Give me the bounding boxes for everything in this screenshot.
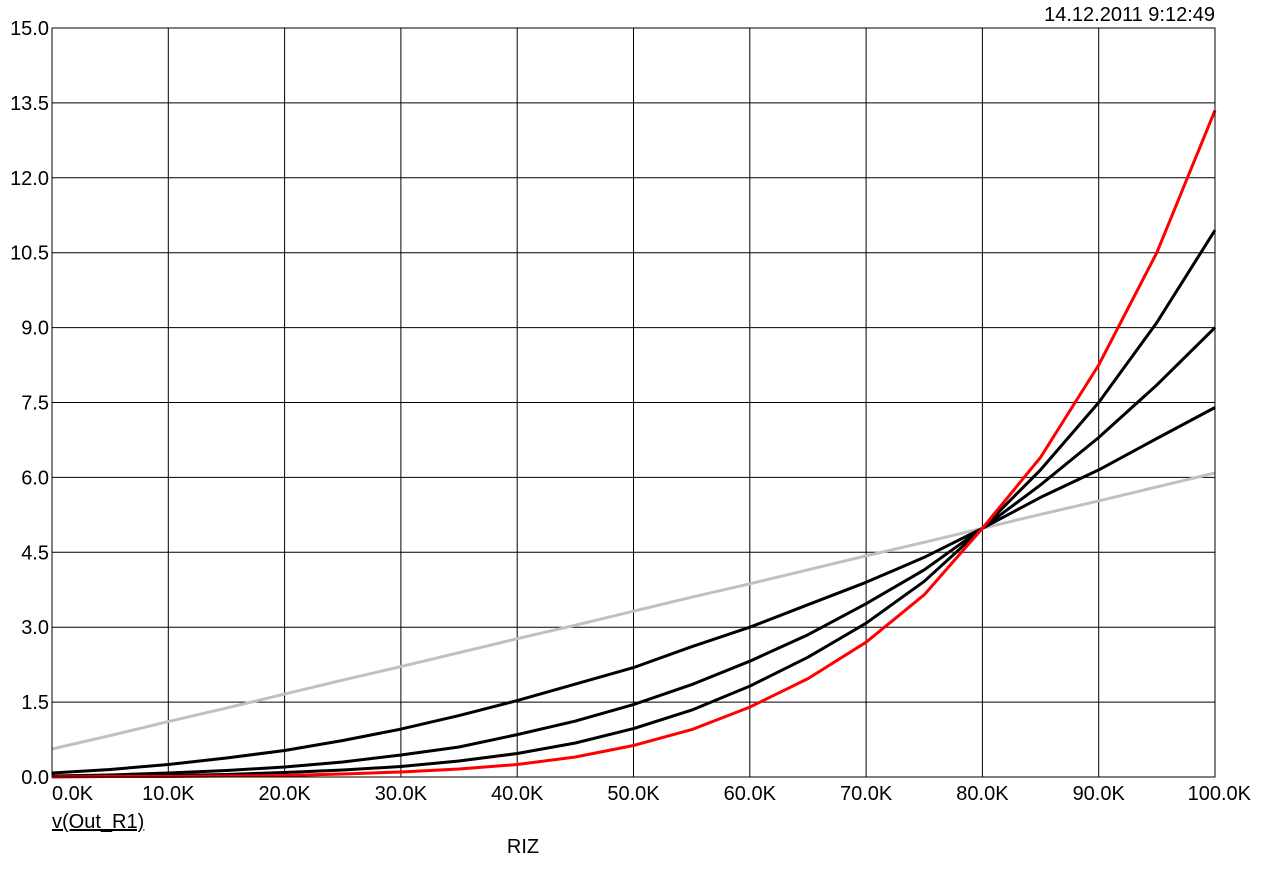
x-axis-label: RIZ [507, 836, 539, 858]
series-line-5 [51, 109, 1217, 779]
x-tick-label: 30.0K [375, 783, 428, 805]
x-tick-label: 100.0K [1188, 783, 1252, 805]
y-tick-label: 12.0 [10, 168, 49, 190]
y-tick-label: 4.5 [21, 542, 49, 564]
y-tick-label: 1.5 [21, 692, 49, 714]
y-tick-label: 13.5 [10, 93, 49, 115]
x-tick-label: 40.0K [491, 783, 544, 805]
trace-label[interactable]: v(Out_R1) [52, 811, 144, 833]
plot-frame [51, 27, 1216, 778]
x-tick-label: 50.0K [607, 783, 660, 805]
y-tick-label: 6.0 [21, 467, 49, 489]
series-line-4 [51, 229, 1217, 778]
y-tick-label: 0.0 [21, 767, 49, 789]
y-tick-labels: 0.0 1.5 3.0 4.5 6.0 7.5 9.0 10.5 12.0 13.5 15.0 [10, 18, 49, 789]
x-tick-label: 60.0K [724, 783, 777, 805]
y-tick-label: 10.5 [10, 243, 49, 265]
y-tick-label: 15.0 [10, 18, 49, 40]
x-tick-label: 90.0K [1073, 783, 1126, 805]
timestamp: 14.12.2011 9:12:49 [1044, 4, 1215, 26]
x-tick-label: 70.0K [840, 783, 893, 805]
y-tick-label: 9.0 [21, 318, 49, 340]
series-line-1 [51, 471, 1216, 751]
y-tick-label: 7.5 [21, 393, 49, 415]
y-tick-label: 3.0 [21, 617, 49, 639]
series-line-3 [51, 326, 1217, 778]
series-group [51, 109, 1217, 779]
x-tick-label: 20.0K [258, 783, 311, 805]
series-line-2 [51, 406, 1216, 775]
x-tick-label: 0.0K [52, 783, 94, 805]
x-tick-label: 80.0K [956, 783, 1009, 805]
x-tick-labels: 0.0K 10.0K 20.0K 30.0K 40.0K 50.0K 60.0K 70.0K 8… [52, 783, 1252, 805]
grid [51, 27, 1216, 778]
x-tick-label: 10.0K [142, 783, 195, 805]
